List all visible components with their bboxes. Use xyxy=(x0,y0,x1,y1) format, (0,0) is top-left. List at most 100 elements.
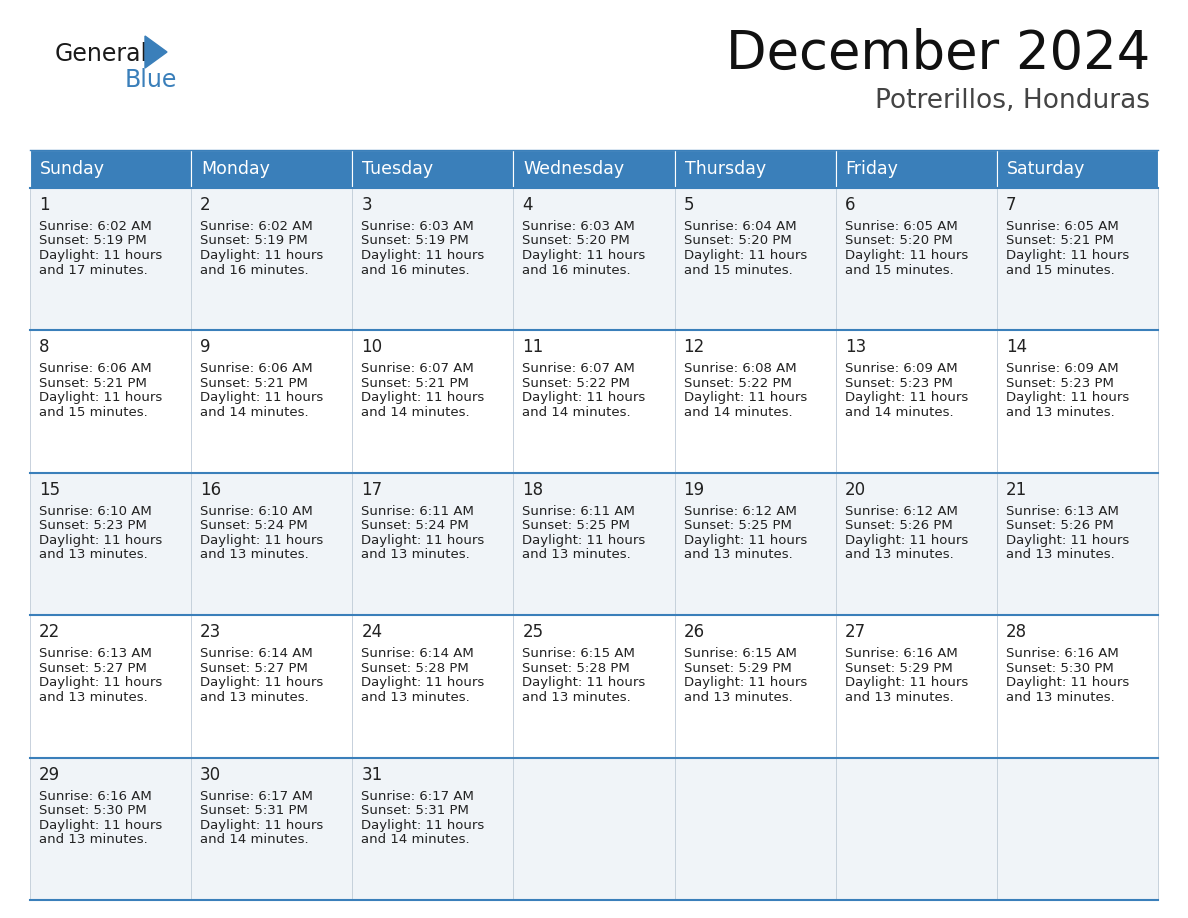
Bar xyxy=(835,615,997,757)
Text: Sunset: 5:19 PM: Sunset: 5:19 PM xyxy=(200,234,308,248)
Bar xyxy=(353,188,513,330)
Text: Daylight: 11 hours: Daylight: 11 hours xyxy=(200,391,323,405)
Text: and 17 minutes.: and 17 minutes. xyxy=(39,263,147,276)
Text: Daylight: 11 hours: Daylight: 11 hours xyxy=(361,249,485,262)
Text: Sunrise: 6:16 AM: Sunrise: 6:16 AM xyxy=(39,789,152,802)
Bar xyxy=(513,757,675,900)
Bar xyxy=(191,473,353,615)
Text: and 13 minutes.: and 13 minutes. xyxy=(1006,406,1114,419)
Text: and 14 minutes.: and 14 minutes. xyxy=(683,406,792,419)
Text: Sunset: 5:23 PM: Sunset: 5:23 PM xyxy=(1006,377,1113,390)
Text: Sunrise: 6:12 AM: Sunrise: 6:12 AM xyxy=(845,505,958,518)
Bar xyxy=(30,615,191,757)
Bar xyxy=(513,330,675,473)
Bar xyxy=(191,188,353,330)
Text: Sunrise: 6:10 AM: Sunrise: 6:10 AM xyxy=(39,505,152,518)
Bar xyxy=(675,188,835,330)
Text: Daylight: 11 hours: Daylight: 11 hours xyxy=(361,819,485,832)
Text: Daylight: 11 hours: Daylight: 11 hours xyxy=(845,391,968,405)
Text: and 13 minutes.: and 13 minutes. xyxy=(845,548,954,561)
Text: and 13 minutes.: and 13 minutes. xyxy=(361,548,470,561)
Text: and 15 minutes.: and 15 minutes. xyxy=(845,263,954,276)
Text: 5: 5 xyxy=(683,196,694,214)
Text: Sunset: 5:21 PM: Sunset: 5:21 PM xyxy=(39,377,147,390)
Bar xyxy=(513,473,675,615)
Bar xyxy=(30,330,191,473)
Text: 28: 28 xyxy=(1006,623,1026,641)
Bar xyxy=(835,330,997,473)
Text: Sunset: 5:23 PM: Sunset: 5:23 PM xyxy=(39,520,147,532)
Text: Sunrise: 6:12 AM: Sunrise: 6:12 AM xyxy=(683,505,796,518)
Bar xyxy=(30,188,191,330)
Bar xyxy=(353,615,513,757)
Text: and 16 minutes.: and 16 minutes. xyxy=(200,263,309,276)
Text: and 14 minutes.: and 14 minutes. xyxy=(361,834,470,846)
Text: Sunrise: 6:05 AM: Sunrise: 6:05 AM xyxy=(1006,220,1119,233)
Text: and 13 minutes.: and 13 minutes. xyxy=(39,834,147,846)
Text: 15: 15 xyxy=(39,481,61,498)
Text: Sunset: 5:27 PM: Sunset: 5:27 PM xyxy=(200,662,308,675)
Text: Sunset: 5:27 PM: Sunset: 5:27 PM xyxy=(39,662,147,675)
Text: Sunrise: 6:10 AM: Sunrise: 6:10 AM xyxy=(200,505,312,518)
Text: Thursday: Thursday xyxy=(684,160,766,178)
Bar xyxy=(30,757,191,900)
Text: Sunrise: 6:03 AM: Sunrise: 6:03 AM xyxy=(523,220,636,233)
Text: 26: 26 xyxy=(683,623,704,641)
Text: Sunrise: 6:02 AM: Sunrise: 6:02 AM xyxy=(39,220,152,233)
Text: and 15 minutes.: and 15 minutes. xyxy=(39,406,147,419)
Text: 14: 14 xyxy=(1006,339,1026,356)
Polygon shape xyxy=(145,36,168,68)
Text: Sunrise: 6:17 AM: Sunrise: 6:17 AM xyxy=(361,789,474,802)
Text: 17: 17 xyxy=(361,481,383,498)
Text: Sunset: 5:25 PM: Sunset: 5:25 PM xyxy=(683,520,791,532)
Text: Daylight: 11 hours: Daylight: 11 hours xyxy=(1006,533,1129,547)
Text: 8: 8 xyxy=(39,339,50,356)
Text: Sunrise: 6:11 AM: Sunrise: 6:11 AM xyxy=(361,505,474,518)
Text: and 13 minutes.: and 13 minutes. xyxy=(683,690,792,704)
Bar xyxy=(353,330,513,473)
Text: Daylight: 11 hours: Daylight: 11 hours xyxy=(361,391,485,405)
Text: and 13 minutes.: and 13 minutes. xyxy=(683,548,792,561)
Text: and 14 minutes.: and 14 minutes. xyxy=(361,406,470,419)
Text: 18: 18 xyxy=(523,481,544,498)
Text: Sunset: 5:22 PM: Sunset: 5:22 PM xyxy=(523,377,631,390)
Bar xyxy=(513,188,675,330)
Text: Daylight: 11 hours: Daylight: 11 hours xyxy=(200,533,323,547)
Bar xyxy=(997,150,1158,188)
Bar xyxy=(997,330,1158,473)
Text: Sunrise: 6:05 AM: Sunrise: 6:05 AM xyxy=(845,220,958,233)
Text: Sunrise: 6:15 AM: Sunrise: 6:15 AM xyxy=(683,647,796,660)
Text: Sunrise: 6:16 AM: Sunrise: 6:16 AM xyxy=(1006,647,1119,660)
Text: Daylight: 11 hours: Daylight: 11 hours xyxy=(845,249,968,262)
Text: and 16 minutes.: and 16 minutes. xyxy=(361,263,470,276)
Text: 21: 21 xyxy=(1006,481,1028,498)
Bar xyxy=(30,473,191,615)
Text: Sunrise: 6:06 AM: Sunrise: 6:06 AM xyxy=(39,363,152,375)
Text: Sunrise: 6:16 AM: Sunrise: 6:16 AM xyxy=(845,647,958,660)
Text: Sunset: 5:25 PM: Sunset: 5:25 PM xyxy=(523,520,631,532)
Text: Sunset: 5:26 PM: Sunset: 5:26 PM xyxy=(845,520,953,532)
Text: Daylight: 11 hours: Daylight: 11 hours xyxy=(39,391,163,405)
Text: Sunset: 5:29 PM: Sunset: 5:29 PM xyxy=(845,662,953,675)
Text: Sunrise: 6:04 AM: Sunrise: 6:04 AM xyxy=(683,220,796,233)
Text: and 13 minutes.: and 13 minutes. xyxy=(1006,548,1114,561)
Text: Sunrise: 6:11 AM: Sunrise: 6:11 AM xyxy=(523,505,636,518)
Bar xyxy=(835,757,997,900)
Text: Sunrise: 6:13 AM: Sunrise: 6:13 AM xyxy=(39,647,152,660)
Text: Sunset: 5:21 PM: Sunset: 5:21 PM xyxy=(1006,234,1113,248)
Text: December 2024: December 2024 xyxy=(726,28,1150,80)
Text: Sunset: 5:24 PM: Sunset: 5:24 PM xyxy=(200,520,308,532)
Text: Daylight: 11 hours: Daylight: 11 hours xyxy=(361,677,485,689)
Text: Sunset: 5:28 PM: Sunset: 5:28 PM xyxy=(361,662,469,675)
Bar xyxy=(191,150,353,188)
Text: Daylight: 11 hours: Daylight: 11 hours xyxy=(39,677,163,689)
Text: Saturday: Saturday xyxy=(1007,160,1085,178)
Text: Sunset: 5:19 PM: Sunset: 5:19 PM xyxy=(361,234,469,248)
Text: Daylight: 11 hours: Daylight: 11 hours xyxy=(845,677,968,689)
Text: Sunset: 5:23 PM: Sunset: 5:23 PM xyxy=(845,377,953,390)
Bar xyxy=(191,757,353,900)
Text: Sunset: 5:30 PM: Sunset: 5:30 PM xyxy=(39,804,147,817)
Text: and 13 minutes.: and 13 minutes. xyxy=(523,690,631,704)
Text: and 13 minutes.: and 13 minutes. xyxy=(39,690,147,704)
Text: Daylight: 11 hours: Daylight: 11 hours xyxy=(200,249,323,262)
